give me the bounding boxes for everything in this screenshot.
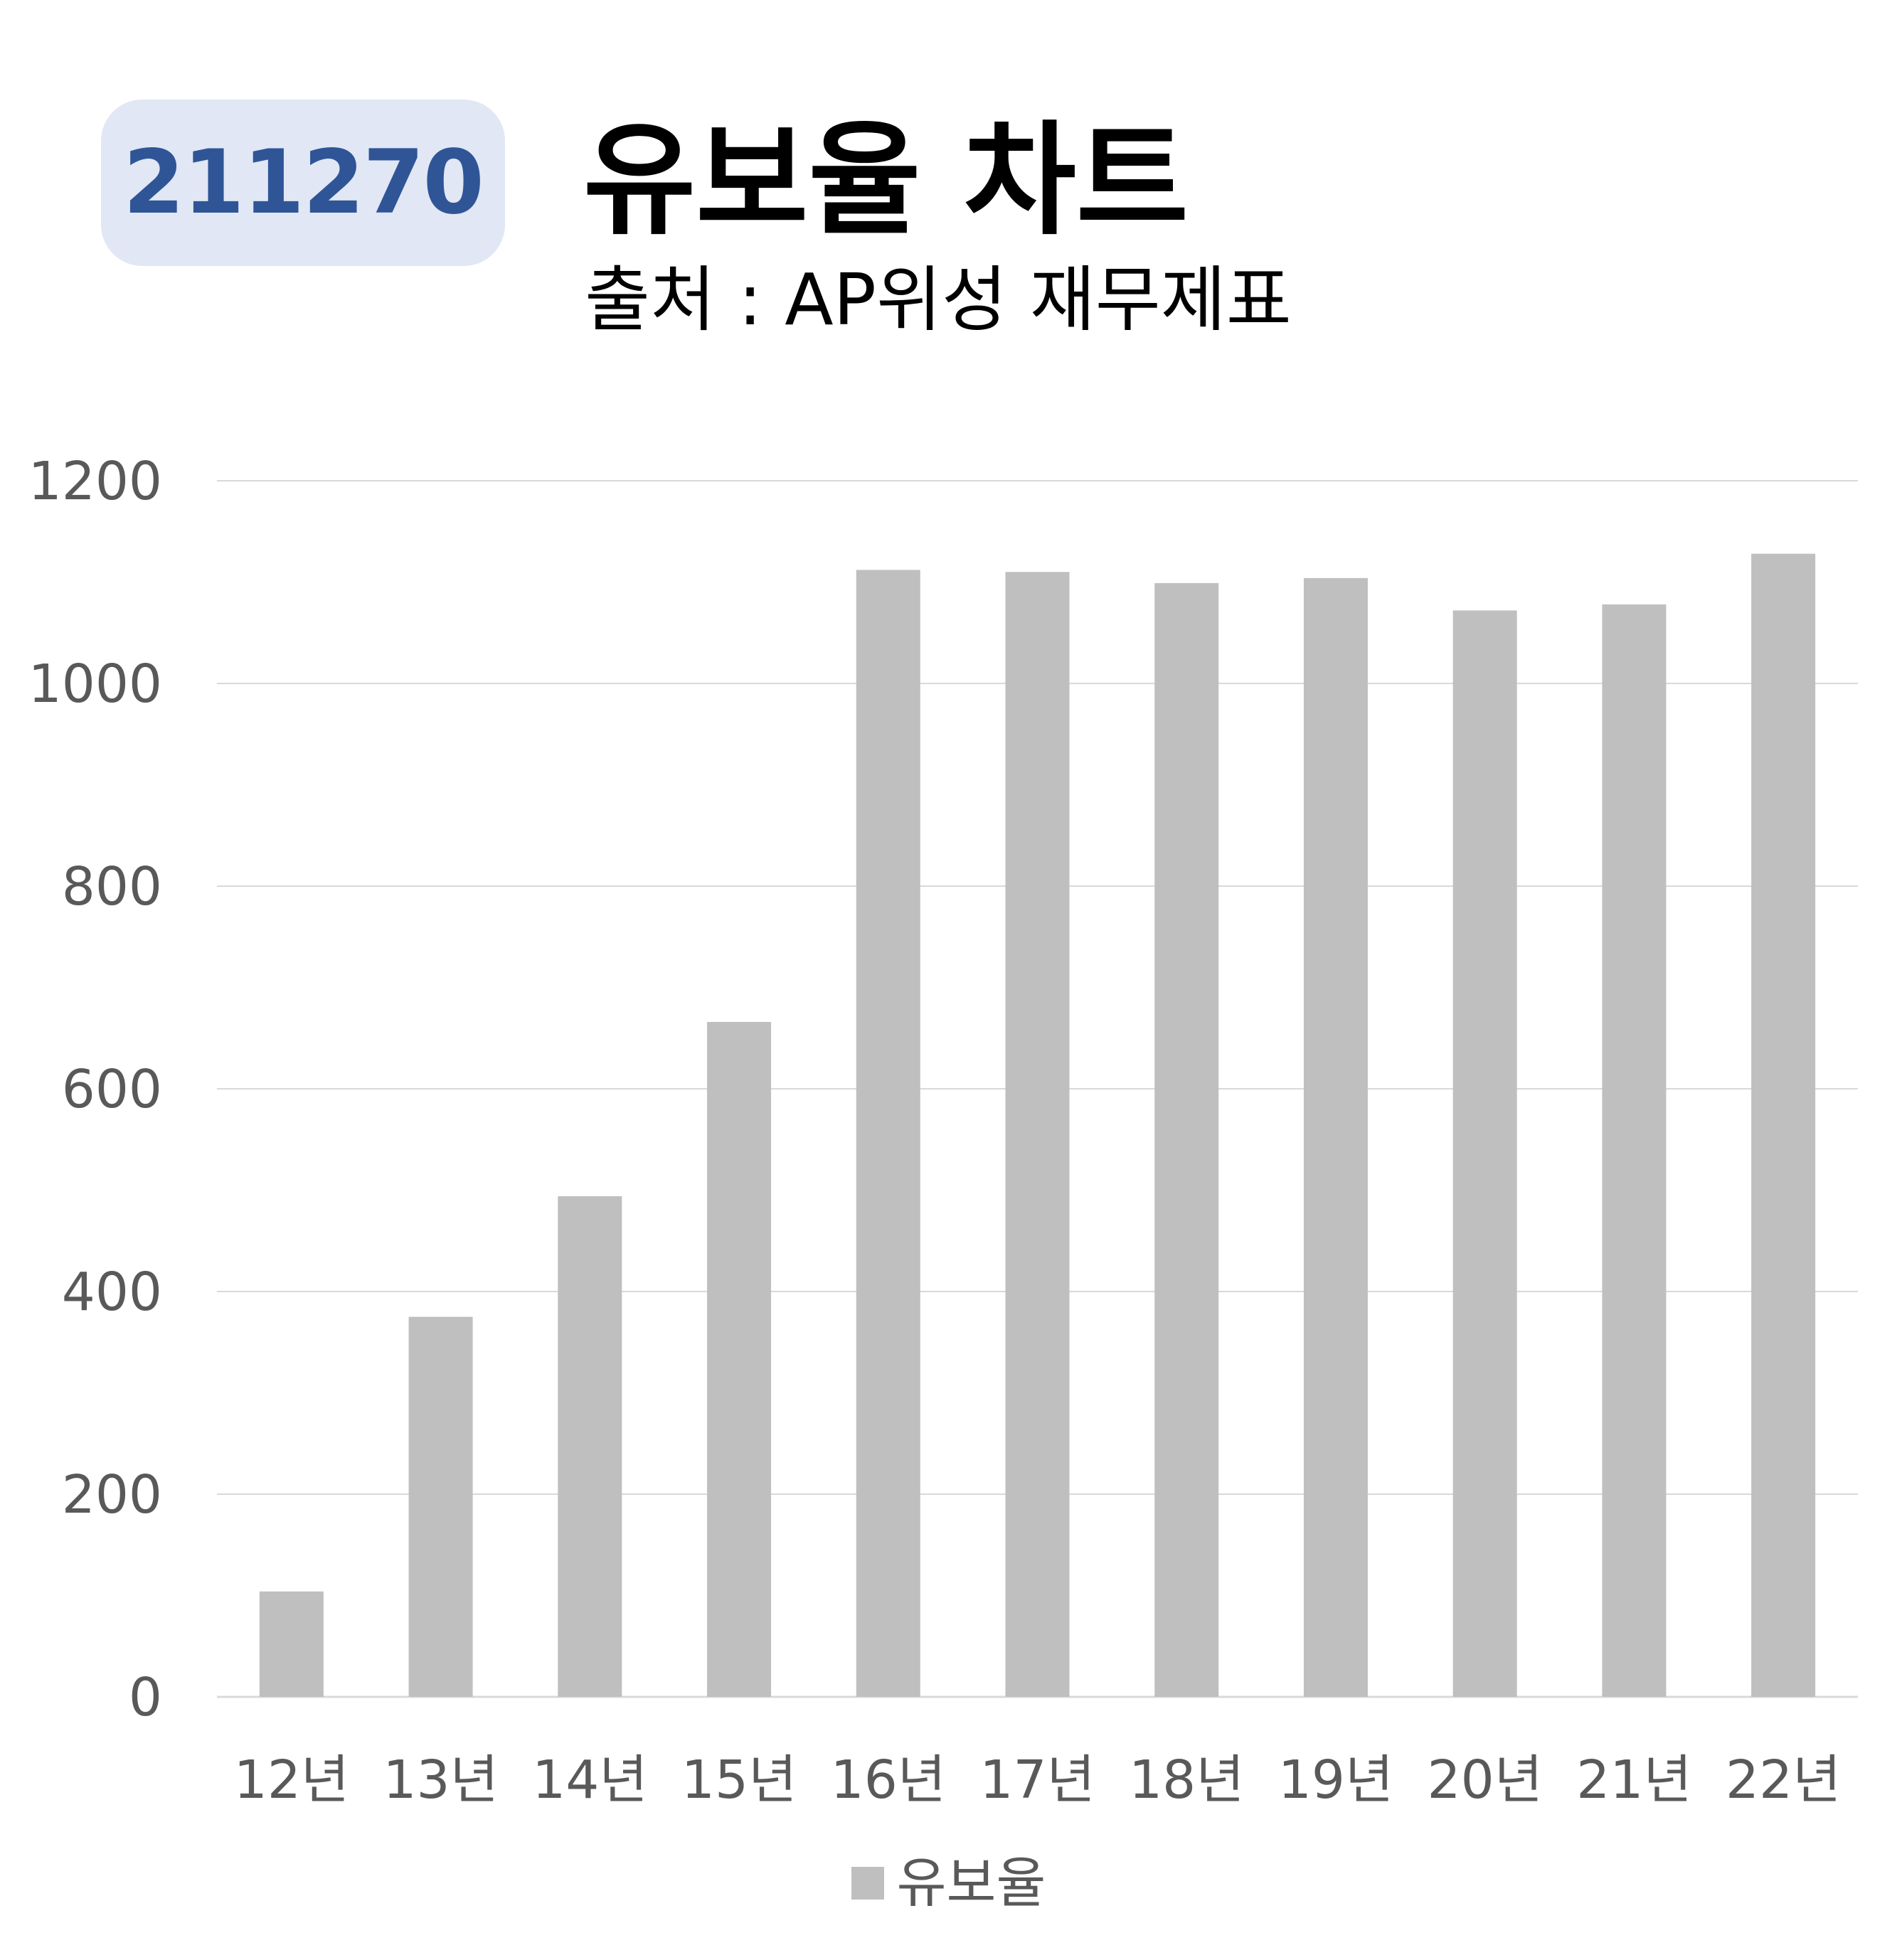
legend-label: 유보율: [896, 1851, 1046, 1914]
bar: [856, 570, 920, 1697]
bar: [1751, 553, 1816, 1697]
bar: [707, 1021, 772, 1697]
bar: [408, 1316, 473, 1697]
x-axis-ticks: 12년 13년 14년 15년 16년 17년 18년 19년 20년 21년 22년: [234, 1749, 1842, 1811]
x-tick-label: 14년: [532, 1749, 647, 1811]
bar: [259, 1591, 324, 1697]
bar: [1005, 572, 1070, 1697]
chart-subtitle: 출처 : AP위성 재무제표: [585, 258, 1292, 341]
x-tick-label: 12년: [234, 1749, 349, 1811]
bar: [1602, 604, 1667, 1697]
chart-title: 유보율 차트: [583, 109, 1189, 252]
x-tick-label: 21년: [1576, 1749, 1691, 1811]
x-tick-label: 19년: [1278, 1749, 1393, 1811]
y-tick-label: 1200: [28, 451, 162, 512]
stock-code-badge: 211270: [101, 100, 505, 266]
x-tick-label: 16년: [831, 1749, 946, 1811]
x-tick-label: 13년: [383, 1749, 498, 1811]
bars: [259, 553, 1816, 1697]
y-tick-label: 1000: [28, 654, 162, 715]
legend-swatch: [851, 1867, 884, 1900]
x-tick-label: 20년: [1428, 1749, 1543, 1811]
bar: [1154, 582, 1219, 1697]
y-tick-label: 800: [62, 856, 162, 917]
bar: [1452, 610, 1517, 1697]
x-tick-label: 22년: [1726, 1749, 1841, 1811]
y-tick-label: 400: [62, 1262, 162, 1323]
bar: [558, 1196, 622, 1697]
x-tick-label: 17년: [979, 1749, 1095, 1811]
x-tick-label: 15년: [681, 1749, 797, 1811]
y-tick-label: 0: [129, 1667, 162, 1728]
y-tick-label: 600: [62, 1059, 162, 1120]
bar: [1303, 577, 1368, 1697]
legend: 유보율: [0, 1856, 1897, 1910]
x-tick-label: 18년: [1129, 1749, 1244, 1811]
y-tick-label: 200: [62, 1464, 162, 1525]
y-axis-ticks: 0 200 400 600 800 1000 1200: [28, 451, 162, 1728]
